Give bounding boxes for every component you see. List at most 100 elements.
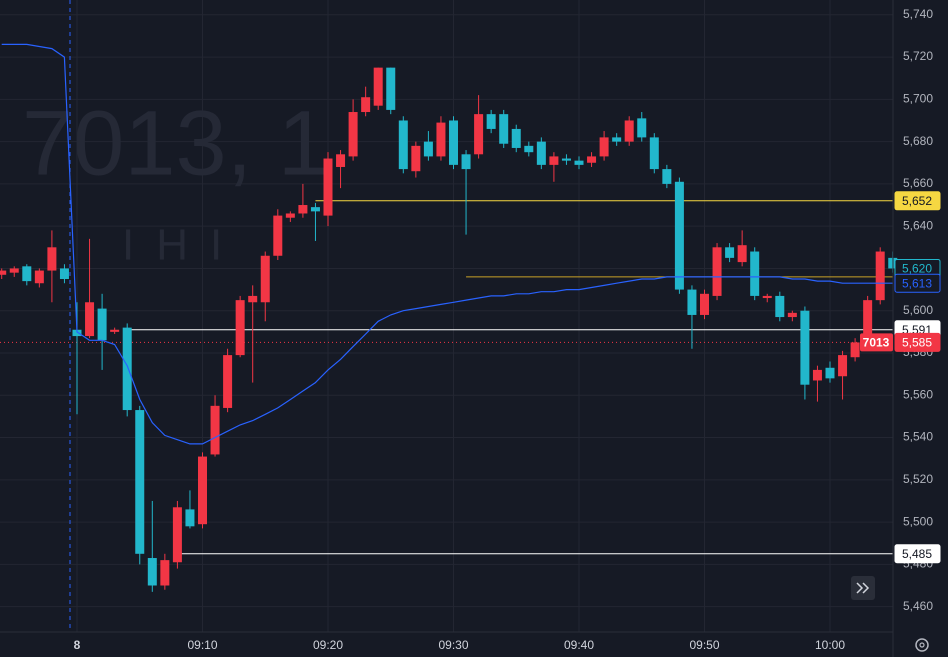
- candle-body: [737, 245, 747, 263]
- candle-body: [486, 114, 496, 129]
- candle-body: [348, 112, 358, 157]
- candle-body: [725, 247, 735, 258]
- candle-body: [85, 302, 95, 337]
- candle-body: [549, 156, 559, 165]
- candle-body: [135, 410, 145, 554]
- candle-body: [398, 120, 408, 170]
- candle-body: [323, 158, 333, 216]
- candle-body: [850, 342, 860, 358]
- candle-body: [662, 169, 672, 184]
- settings-icon[interactable]: [915, 638, 929, 652]
- y-tick-label: 5,700: [903, 92, 933, 106]
- candle-body: [298, 205, 308, 214]
- candle-body: [825, 367, 835, 379]
- candle-body: [775, 295, 785, 318]
- price-tag-label: 5,613: [902, 276, 932, 290]
- y-tick-label: 5,640: [903, 218, 933, 232]
- candle-body: [863, 300, 873, 345]
- candle-body: [47, 247, 57, 271]
- candle-body: [122, 327, 132, 411]
- scroll-button[interactable]: [851, 576, 875, 600]
- y-tick-label: 5,560: [903, 387, 933, 401]
- x-tick-label: 09:50: [689, 638, 719, 652]
- y-tick-label: 5,600: [903, 303, 933, 317]
- candle-body: [386, 67, 396, 110]
- symbol-tag-label: 7013: [863, 336, 890, 350]
- candle-body: [336, 154, 346, 167]
- candle-body: [185, 509, 195, 527]
- y-tick-label: 5,460: [903, 599, 933, 613]
- candle-body: [110, 329, 120, 332]
- y-tick-label: 5,520: [903, 472, 933, 486]
- candle-body: [0, 270, 7, 275]
- candle-body: [310, 207, 320, 212]
- candle-body: [587, 156, 597, 163]
- candle-body: [674, 181, 684, 290]
- candle-body: [499, 114, 509, 144]
- candle-body: [72, 329, 82, 337]
- candle-body: [875, 251, 885, 301]
- candle-body: [273, 215, 283, 256]
- candle-body: [574, 160, 584, 165]
- candle-body: [599, 137, 609, 157]
- x-tick-label: 09:30: [438, 638, 468, 652]
- candle-body: [260, 255, 270, 303]
- candle-body: [800, 310, 810, 385]
- candle-body: [361, 97, 371, 113]
- x-tick-label: 8: [74, 638, 81, 652]
- y-tick-label: 5,740: [903, 7, 933, 21]
- candle-body: [624, 120, 634, 142]
- price-tag: [894, 273, 941, 293]
- candle-body: [160, 560, 170, 586]
- candle-body: [210, 405, 220, 455]
- candle-body: [762, 295, 772, 299]
- candle-body: [561, 158, 571, 161]
- candle-body: [750, 251, 760, 296]
- candle-body: [649, 137, 659, 170]
- y-tick-label: 5,720: [903, 49, 933, 63]
- symbol-tag: [860, 333, 893, 352]
- price-tag-label: 5,652: [902, 194, 932, 208]
- settings-button[interactable]: [915, 638, 929, 652]
- candle-body: [712, 247, 722, 296]
- settings-icon-center[interactable]: [919, 642, 925, 648]
- candle-body: [511, 128, 521, 148]
- candle-body: [198, 456, 207, 525]
- candle-body: [687, 289, 697, 315]
- candle-body: [373, 67, 383, 106]
- candle-body: [147, 558, 157, 586]
- candle-body: [838, 355, 848, 377]
- scroll-button-icon[interactable]: [856, 582, 870, 594]
- candle-body: [248, 295, 258, 303]
- y-tick-label: 5,660: [903, 176, 933, 190]
- moving-average: [1, 43, 893, 445]
- candle-body: [612, 137, 622, 142]
- watermark-name: IHI: [122, 221, 244, 270]
- price-tag-label: 5,620: [902, 262, 932, 276]
- candle-body: [97, 308, 107, 341]
- candle-body: [411, 145, 421, 172]
- candle-body: [637, 118, 647, 138]
- price-tag: [894, 332, 941, 352]
- price-tag-label: 5,585: [902, 336, 932, 350]
- candle-body: [223, 355, 233, 408]
- candle-body: [59, 268, 69, 280]
- price-tag-label: 5,485: [902, 547, 932, 561]
- candle-body: [22, 266, 32, 282]
- x-tick-label: 09:20: [313, 638, 343, 652]
- candle-body: [812, 369, 822, 381]
- candle-body: [285, 213, 295, 218]
- x-tick-label: 09:40: [564, 638, 594, 652]
- candle-body: [787, 312, 797, 318]
- candle-body: [172, 507, 182, 563]
- candle-body: [235, 300, 245, 356]
- price-tag: [894, 544, 941, 564]
- y-tick-label: 5,680: [903, 134, 933, 148]
- y-tick-label: 5,500: [903, 514, 933, 528]
- x-tick-label: 10:00: [815, 638, 845, 652]
- candle-body: [423, 141, 433, 157]
- candle-body: [436, 122, 446, 157]
- candle-body: [34, 270, 44, 284]
